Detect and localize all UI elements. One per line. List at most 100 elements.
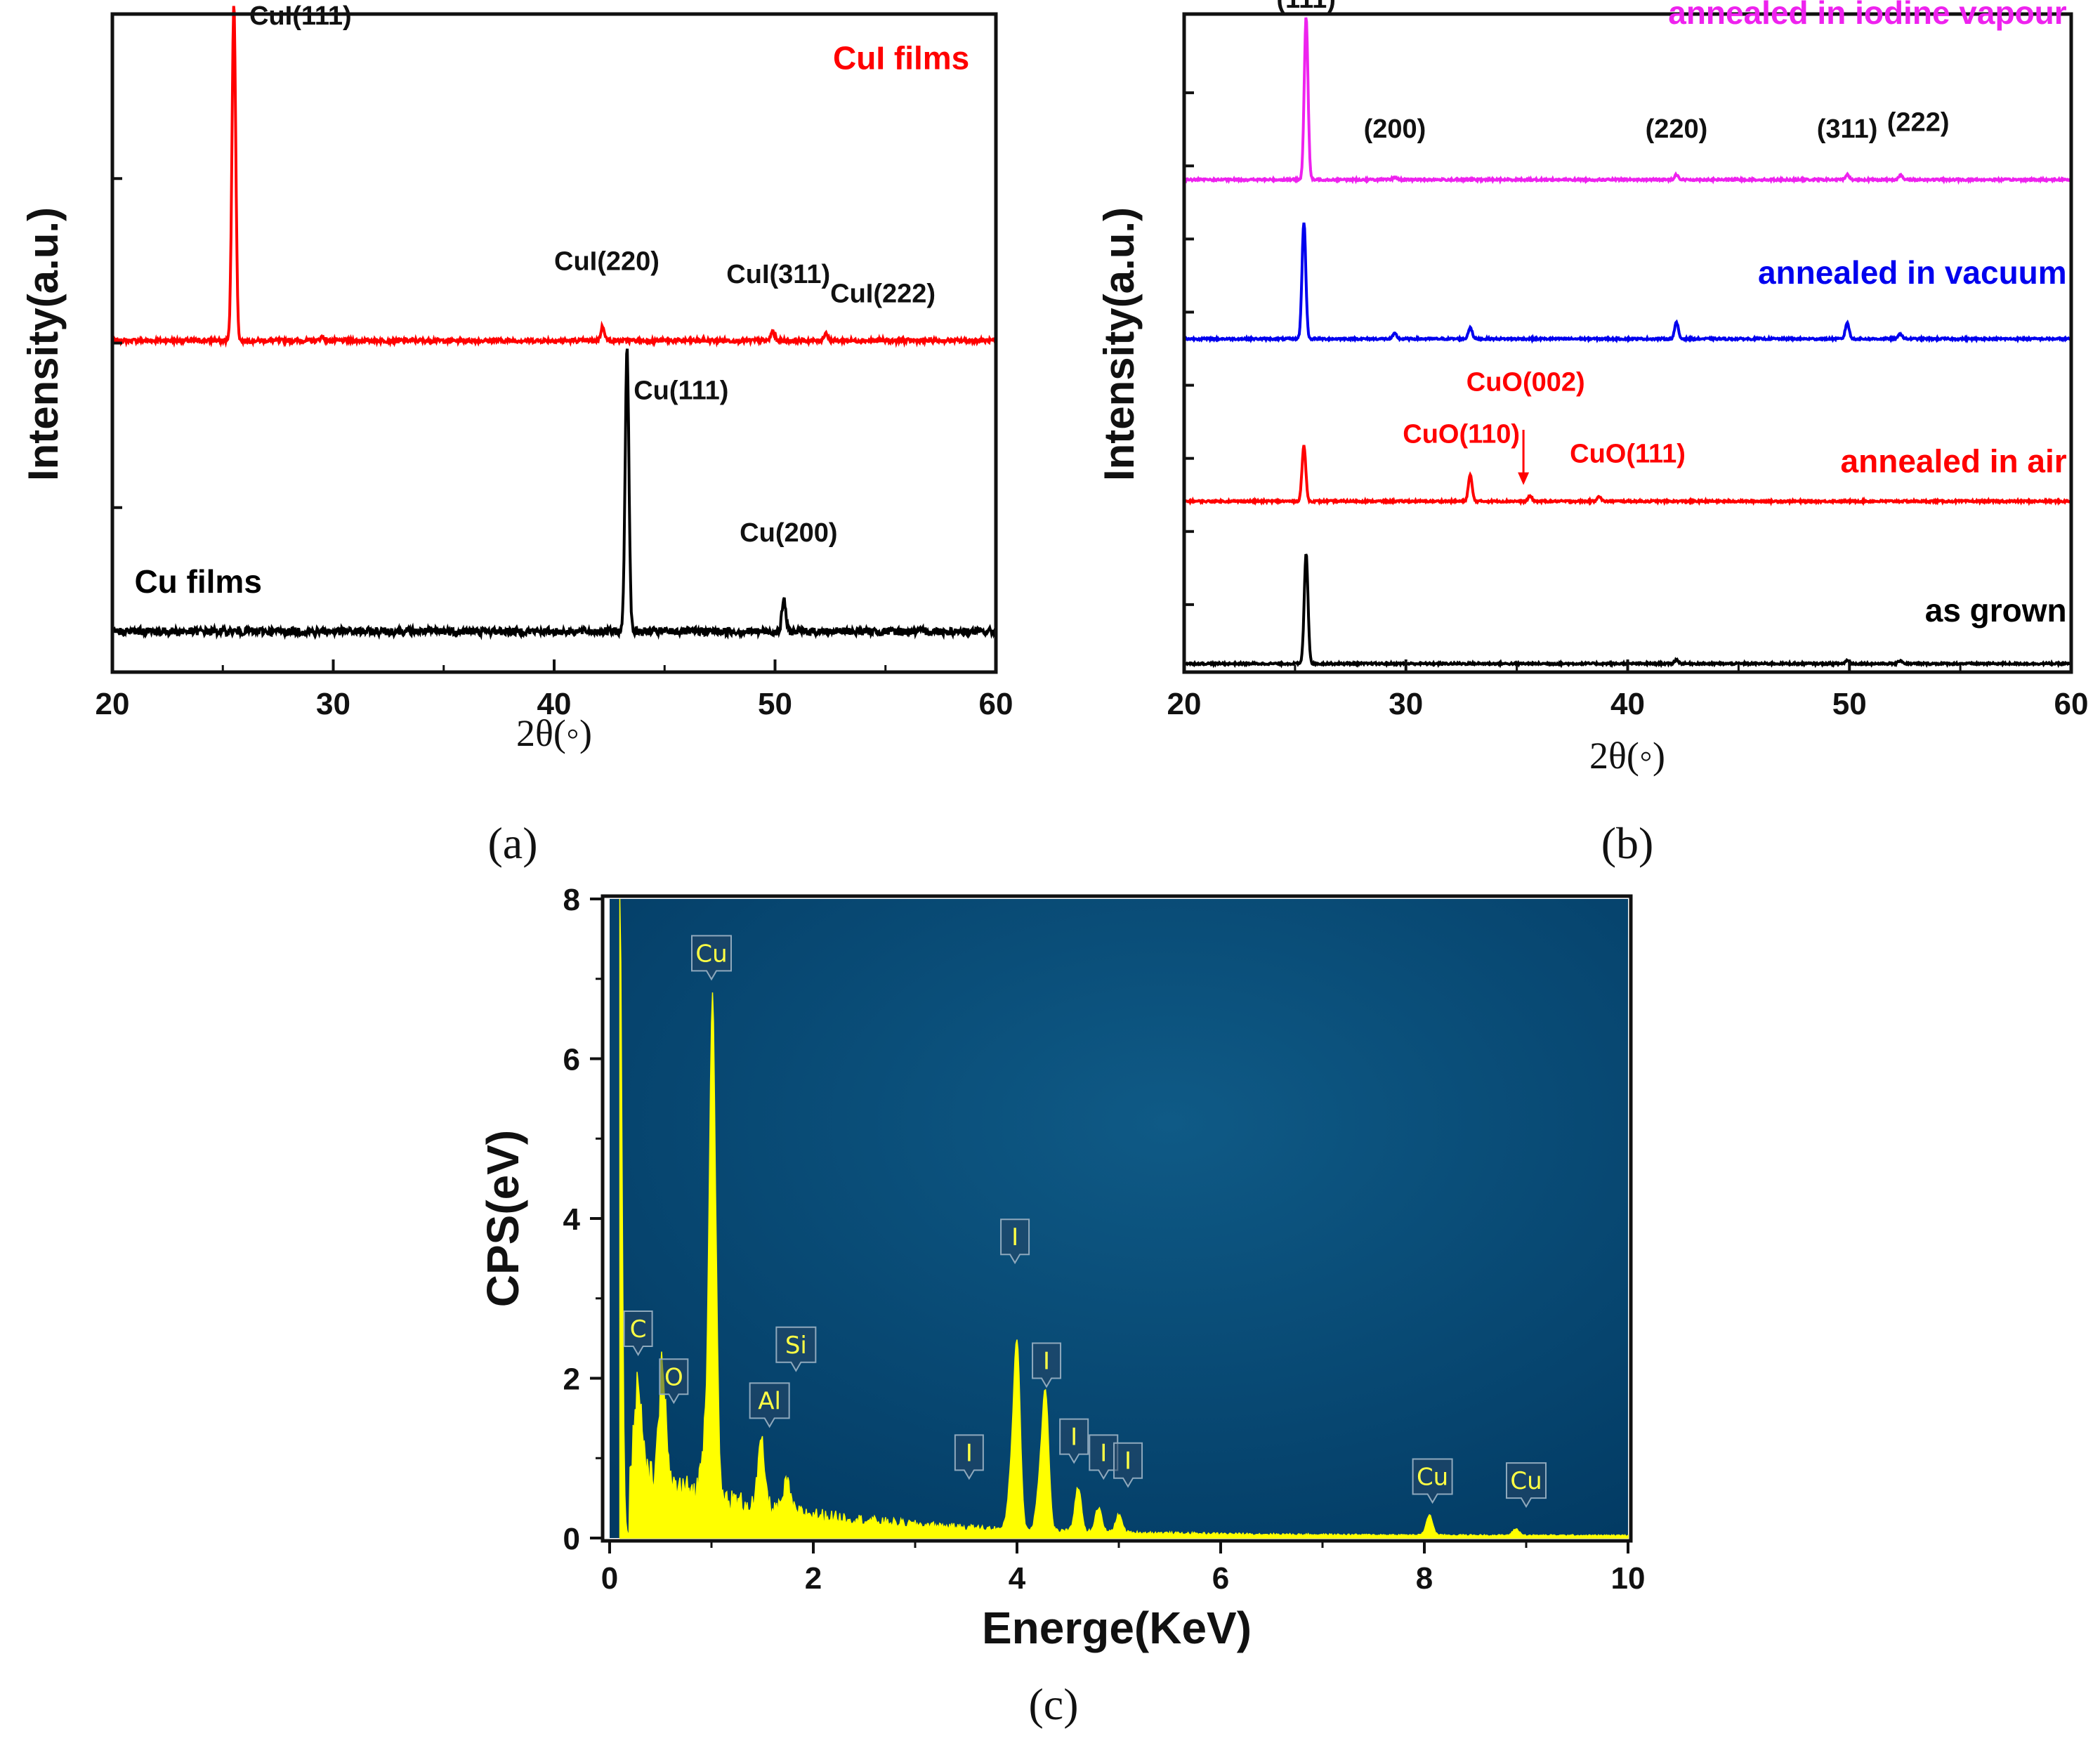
panel-c-element-tag: C <box>623 1310 653 1356</box>
panel-c-tag-label: Si <box>785 1332 807 1360</box>
panel-a-peak-label: CuI(222) <box>830 280 936 309</box>
panel-a-peak-label: CuI(111) <box>249 1 352 31</box>
panel-c-xtick-label: 0 <box>601 1561 618 1596</box>
panel-c-tag-label: I <box>1043 1348 1050 1376</box>
panel-b-peak-label: (222) <box>1887 108 1950 138</box>
panel-c-xlabel: Energe(KeV) <box>982 1603 1252 1653</box>
panel-b-cuo002-arrowhead <box>1518 472 1530 485</box>
panel-b-peak-label: (220) <box>1646 114 1708 144</box>
panel-a-caption: (a) <box>487 818 537 868</box>
panel-c-element-tag: Si <box>775 1326 817 1372</box>
panel-b-series-2 <box>1183 445 2072 506</box>
panel-a-xtick-label: 40 <box>537 687 572 721</box>
panel-c-xtick-label: 4 <box>1009 1561 1026 1596</box>
panel-b-xtick-label: 40 <box>1610 687 1645 721</box>
panel-b-xtick-label: 50 <box>1832 687 1867 721</box>
panel-c-spectrum <box>619 898 1629 1539</box>
panel-c-tag-label: I <box>1070 1424 1077 1452</box>
panel-b-ylabel: Intensity(a.u.) <box>1096 207 1143 481</box>
panel-a-xrd-chart: 20 30 40 50 60 CuI(111) CuI(220) CuI(311)CuI(2… <box>20 1 1013 868</box>
panel-a-xlabel: 2θ(◦) <box>516 712 592 754</box>
panel-c-tag-box <box>623 1310 653 1356</box>
panel-b-series-0 <box>1183 17 2073 185</box>
panel-b-series-1 <box>1183 222 2072 344</box>
panel-c-ylabel: CPS(eV) <box>478 1130 528 1308</box>
panel-c-tag-label: I <box>1124 1447 1131 1476</box>
panel-c-background <box>610 899 1628 1538</box>
panel-c-tag-label: I <box>1011 1223 1018 1251</box>
panel-c-element-tag: Al <box>749 1382 790 1428</box>
panel-c-tag-box <box>749 1382 790 1428</box>
panel-b-series-label: annealed in air <box>1841 442 2067 479</box>
panel-a-peak-label: Cu(111) <box>634 376 728 406</box>
panel-b-xtick-label: 30 <box>1389 687 1423 721</box>
panel-b-peak-label: CuO(002) <box>1466 368 1585 398</box>
panel-a-series-label: Cu films <box>134 563 261 600</box>
panel-c-element-tag: I <box>1059 1418 1089 1464</box>
panel-b-peak-label: (311) <box>1817 114 1878 144</box>
panel-c-tag-label: O <box>664 1363 683 1391</box>
panel-c-ytick-label: 8 <box>563 883 580 917</box>
panel-c-ytick-label: 0 <box>563 1522 580 1556</box>
panel-b-series-label: as grown <box>1925 592 2067 629</box>
panel-b-peak-label: CuO(110) <box>1403 420 1520 449</box>
panel-a-xtick-label: 20 <box>96 687 130 721</box>
panel-c-element-tag: I <box>1113 1442 1143 1488</box>
panel-c-tag-box <box>775 1326 817 1372</box>
panel-c-xtick-label: 2 <box>805 1561 822 1596</box>
panel-c-element-tag: Cu <box>691 935 732 981</box>
panel-a-peak-label: Cu(200) <box>740 518 837 548</box>
panel-c-tag-box <box>1000 1218 1030 1265</box>
panel-c-tag-box <box>1059 1418 1089 1464</box>
panel-c-element-tag: I <box>1000 1218 1030 1265</box>
panel-a-xtick-label: 50 <box>758 687 792 721</box>
panel-c-element-tag: Cu <box>1412 1458 1453 1504</box>
panel-a-series-1 <box>112 348 997 640</box>
panel-a-peak-label: CuI(311) <box>726 260 830 289</box>
panel-c-tag-box <box>659 1358 689 1405</box>
panel-c-tag-box <box>1506 1462 1547 1509</box>
panel-c-tag-label: I <box>966 1439 973 1467</box>
panel-a-xtick-label: 60 <box>979 687 1013 721</box>
panel-c-tag-label: C <box>630 1315 647 1343</box>
panel-b-series-label: annealed in vacuum <box>1758 254 2067 291</box>
panel-c-tag-box <box>691 935 732 981</box>
panel-c-tag-label: Cu <box>1417 1463 1448 1491</box>
panel-c-ytick-label: 2 <box>563 1362 580 1397</box>
panel-c-ytick-label: 4 <box>563 1202 581 1237</box>
panel-c-tag-label: I <box>1100 1439 1107 1467</box>
panel-b-series-label: annealed in iodine vapour <box>1668 0 2067 31</box>
panel-c-element-tag: Cu <box>1506 1462 1547 1509</box>
panel-b-peak-label: (111) <box>1276 0 1336 14</box>
panel-c-xtick-label: 8 <box>1416 1561 1433 1596</box>
panel-a-series-label: CuI films <box>833 40 969 77</box>
panel-b-xrd-chart: 20 30 40 50 60 (111) (200) (220) (311) (222) CuO(… <box>1096 0 2088 868</box>
panel-c-tag-box <box>1412 1458 1453 1504</box>
panel-c-tag-label: Al <box>758 1387 781 1415</box>
panel-b-caption: (b) <box>1601 818 1654 868</box>
panel-c-xtick-label: 10 <box>1611 1561 1646 1596</box>
panel-b-xlabel: 2θ(◦) <box>1589 735 1665 777</box>
panel-c-tag-box <box>1113 1442 1143 1488</box>
panel-c-caption: (c) <box>1028 1679 1078 1729</box>
panel-b-xtick-label: 60 <box>2054 687 2089 721</box>
panel-c-element-tag: I <box>1032 1342 1062 1388</box>
panel-c-tag-label: Cu <box>1510 1467 1542 1495</box>
panel-c-xtick-label: 6 <box>1212 1561 1229 1596</box>
panel-c-tag-box <box>954 1434 984 1480</box>
panel-a-xtick-label: 30 <box>316 687 350 721</box>
panel-c-element-tag: I <box>954 1434 984 1480</box>
panel-b-peak-label: CuO(111) <box>1570 439 1686 468</box>
panel-a-ylabel: Intensity(a.u.) <box>20 207 67 481</box>
panel-c-tag-box <box>1032 1342 1062 1388</box>
panel-b-xtick-label: 20 <box>1167 687 1202 721</box>
panel-c-ytick-label: 6 <box>563 1043 580 1077</box>
panel-c-tag-label: Cu <box>695 940 727 968</box>
panel-b-peak-label: (200) <box>1364 114 1426 144</box>
panel-c-tag-box <box>1089 1434 1119 1480</box>
panel-a-peak-label: CuI(220) <box>554 247 659 277</box>
panel-c-element-tag: O <box>659 1358 689 1405</box>
panel-c-element-tag: I <box>1089 1434 1119 1480</box>
panel-a-series-0 <box>111 6 997 348</box>
